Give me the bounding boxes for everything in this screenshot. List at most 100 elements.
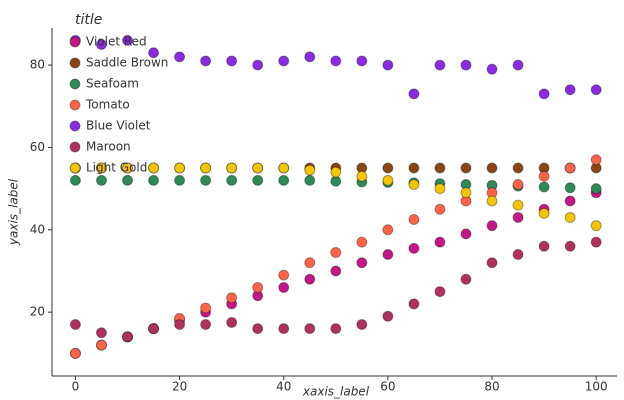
point — [278, 162, 290, 174]
point — [330, 55, 342, 67]
point — [95, 327, 107, 339]
point — [512, 178, 524, 190]
point — [486, 162, 498, 174]
point — [382, 162, 394, 174]
point — [408, 162, 420, 174]
point — [122, 162, 134, 174]
point — [564, 211, 576, 223]
point — [590, 183, 602, 195]
x-tick-label: 40 — [276, 380, 291, 394]
point — [486, 257, 498, 269]
point — [564, 182, 576, 194]
point — [200, 174, 212, 186]
point — [69, 347, 81, 359]
point — [382, 224, 394, 236]
point — [460, 228, 472, 240]
point — [434, 286, 446, 298]
legend-label: Tomato — [85, 98, 130, 112]
point — [226, 292, 238, 304]
point — [538, 181, 550, 193]
point — [408, 298, 420, 310]
point — [564, 240, 576, 252]
point — [512, 249, 524, 261]
point — [148, 174, 160, 186]
point — [122, 174, 134, 186]
x-tick-label: 80 — [484, 380, 499, 394]
point — [434, 59, 446, 71]
point — [226, 316, 238, 328]
point — [356, 55, 368, 67]
x-tick-label: 0 — [72, 380, 80, 394]
point — [278, 269, 290, 281]
point — [122, 331, 134, 343]
point — [408, 88, 420, 100]
point — [538, 170, 550, 182]
point — [252, 162, 264, 174]
y-tick-label: 80 — [30, 58, 45, 72]
point — [460, 59, 472, 71]
point — [408, 178, 420, 190]
x-tick-label: 20 — [172, 380, 187, 394]
point — [69, 319, 81, 331]
point — [95, 38, 107, 50]
point — [512, 162, 524, 174]
point — [122, 34, 134, 46]
x-axis-label: xaxis_label — [302, 385, 370, 399]
chart-title: title — [75, 12, 102, 28]
point — [538, 240, 550, 252]
point — [278, 174, 290, 186]
point — [304, 174, 316, 186]
point — [174, 162, 186, 174]
point — [304, 323, 316, 335]
point — [486, 220, 498, 232]
point — [330, 246, 342, 258]
point — [434, 183, 446, 195]
point — [278, 55, 290, 67]
point — [382, 59, 394, 71]
legend-marker — [69, 162, 81, 174]
y-tick-label: 60 — [30, 140, 45, 154]
legend-marker — [69, 78, 81, 90]
point — [460, 162, 472, 174]
point — [148, 162, 160, 174]
point — [538, 88, 550, 100]
point — [95, 339, 107, 351]
point — [590, 84, 602, 96]
point — [174, 51, 186, 63]
point — [69, 174, 81, 186]
legend-label: Saddle Brown — [86, 56, 168, 70]
point — [564, 195, 576, 207]
legend-label: Blue Violet — [86, 119, 151, 133]
point — [304, 257, 316, 269]
point — [590, 236, 602, 248]
point — [382, 174, 394, 186]
point — [278, 323, 290, 335]
point — [512, 211, 524, 223]
point — [278, 281, 290, 293]
point — [148, 323, 160, 335]
y-tick-label: 20 — [30, 305, 45, 319]
point — [330, 265, 342, 277]
point — [330, 323, 342, 335]
point — [434, 203, 446, 215]
legend-marker — [69, 57, 81, 69]
legend-marker — [69, 141, 81, 153]
point — [200, 55, 212, 67]
point — [226, 162, 238, 174]
point — [486, 63, 498, 75]
legend-label: Violet Red — [86, 35, 147, 49]
legend-marker — [69, 99, 81, 111]
point — [408, 242, 420, 254]
point — [486, 195, 498, 207]
point — [330, 166, 342, 178]
point — [330, 175, 342, 187]
point — [252, 59, 264, 71]
point — [512, 199, 524, 211]
point — [382, 310, 394, 322]
point — [252, 281, 264, 293]
point — [174, 319, 186, 331]
point — [408, 214, 420, 226]
point — [200, 319, 212, 331]
y-tick-label: 40 — [30, 222, 45, 236]
